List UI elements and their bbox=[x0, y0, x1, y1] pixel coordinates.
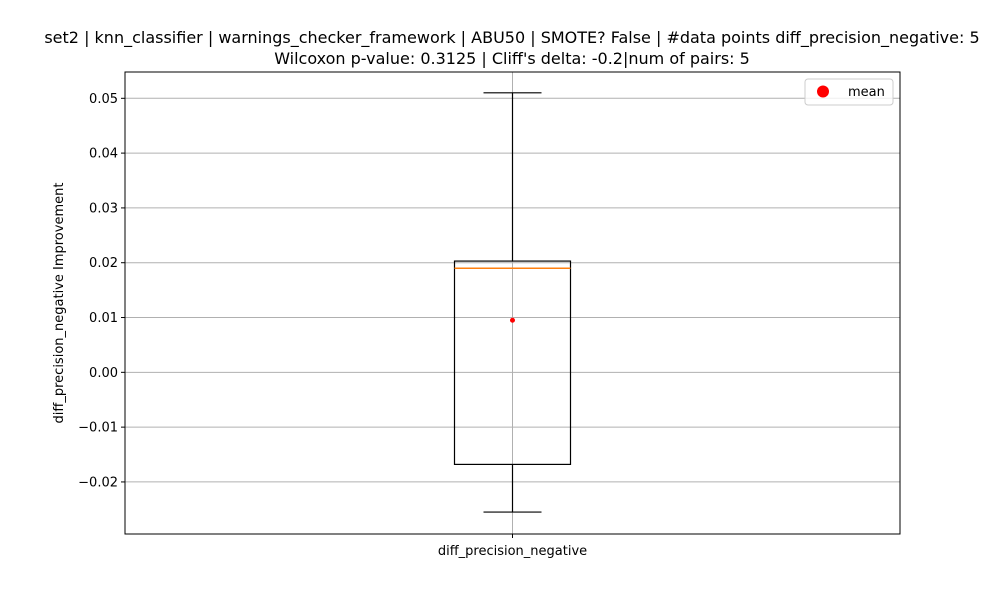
y-tick-label: 0.05 bbox=[89, 92, 118, 107]
chart-subtitle: Wilcoxon p-value: 0.3125 | Cliff's delta… bbox=[274, 49, 750, 68]
y-tick-label: 0.00 bbox=[89, 366, 118, 381]
legend: mean bbox=[804, 78, 894, 106]
y-axis-label: diff_precision_negative Improvement bbox=[52, 183, 67, 424]
y-axis-ticks: −0.02 −0.01 0.00 0.01 0.02 0.03 0.04 0.05 bbox=[78, 92, 125, 490]
y-tick-label: 0.02 bbox=[89, 256, 118, 271]
x-tick-label: diff_precision_negative bbox=[438, 544, 587, 559]
legend-mean-marker bbox=[817, 85, 829, 98]
y-tick-label: −0.02 bbox=[78, 475, 118, 490]
mean-marker bbox=[510, 317, 515, 323]
legend-frame bbox=[804, 78, 894, 106]
box-layer bbox=[453, 92, 572, 513]
y-tick-label: −0.01 bbox=[78, 421, 118, 436]
y-tick-label: 0.01 bbox=[89, 311, 118, 326]
chart-title: set2 | knn_classifier | warnings_checker… bbox=[44, 28, 979, 48]
x-axis-ticks: diff_precision_negative bbox=[438, 534, 587, 559]
y-tick-label: 0.03 bbox=[89, 201, 118, 216]
box-iqr bbox=[453, 260, 572, 465]
legend-mean-label: mean bbox=[848, 85, 885, 100]
y-tick-label: 0.04 bbox=[89, 147, 118, 162]
